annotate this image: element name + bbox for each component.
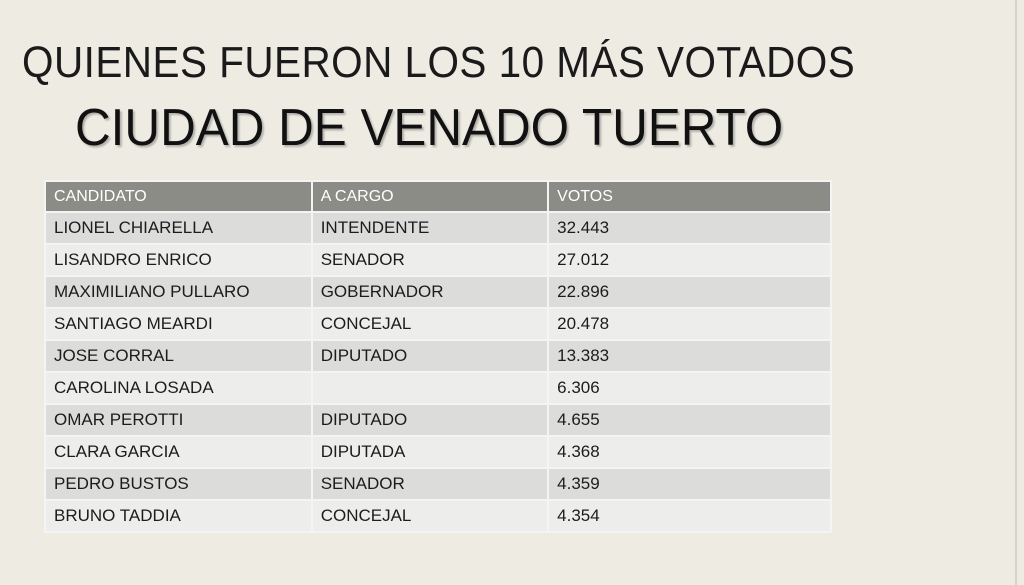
header-cargo: A CARGO	[310, 180, 550, 213]
candidate-cell: CLARA GARCIA	[44, 435, 313, 469]
slide-subtitle: CIUDAD DE VENADO TUERTO	[75, 99, 784, 157]
votes-cell: 20.478	[547, 307, 832, 341]
slide-edge	[1015, 0, 1017, 585]
cargo-cell: GOBERNADOR	[310, 275, 550, 309]
cargo-cell: CONCEJAL	[310, 307, 550, 341]
cargo-cell: SENADOR	[310, 467, 550, 501]
cargo-cell	[310, 371, 550, 405]
votes-cell: 4.655	[547, 403, 832, 437]
votes-cell: 4.354	[547, 499, 832, 533]
candidate-cell: BRUNO TADDIA	[44, 499, 313, 533]
votes-cell: 6.306	[547, 371, 832, 405]
cargo-cell: DIPUTADO	[310, 339, 550, 373]
candidate-cell: CAROLINA LOSADA	[44, 371, 313, 405]
votes-cell: 13.383	[547, 339, 832, 373]
table-row: LIONEL CHIARELLA INTENDENTE 32.443	[44, 211, 832, 245]
cargo-cell: DIPUTADA	[310, 435, 550, 469]
votes-cell: 32.443	[547, 211, 832, 245]
table-row: BRUNO TADDIA CONCEJAL 4.354	[44, 499, 832, 533]
votes-cell: 22.896	[547, 275, 832, 309]
table-row: CAROLINA LOSADA 6.306	[44, 371, 832, 405]
table-row: MAXIMILIANO PULLARO GOBERNADOR 22.896	[44, 275, 832, 309]
cargo-cell: INTENDENTE	[310, 211, 550, 245]
table-row: LISANDRO ENRICO SENADOR 27.012	[44, 243, 832, 277]
votes-cell: 27.012	[547, 243, 832, 277]
table-header-row: CANDIDATO A CARGO VOTOS	[44, 180, 832, 213]
candidate-cell: OMAR PEROTTI	[44, 403, 313, 437]
candidate-cell: JOSE CORRAL	[44, 339, 313, 373]
table-row: SANTIAGO MEARDI CONCEJAL 20.478	[44, 307, 832, 341]
table-row: JOSE CORRAL DIPUTADO 13.383	[44, 339, 832, 373]
candidate-cell: LIONEL CHIARELLA	[44, 211, 313, 245]
candidate-cell: SANTIAGO MEARDI	[44, 307, 313, 341]
candidate-cell: MAXIMILIANO PULLARO	[44, 275, 313, 309]
cargo-cell: DIPUTADO	[310, 403, 550, 437]
votes-table: CANDIDATO A CARGO VOTOS LIONEL CHIARELLA…	[44, 180, 832, 533]
table-row: PEDRO BUSTOS SENADOR 4.359	[44, 467, 832, 501]
slide-title: QUIENES FUERON LOS 10 MÁS VOTADOS	[22, 38, 856, 87]
table-row: CLARA GARCIA DIPUTADA 4.368	[44, 435, 832, 469]
header-votos: VOTOS	[547, 180, 832, 213]
cargo-cell: CONCEJAL	[310, 499, 550, 533]
cargo-cell: SENADOR	[310, 243, 550, 277]
votes-cell: 4.368	[547, 435, 832, 469]
table-row: OMAR PEROTTI DIPUTADO 4.655	[44, 403, 832, 437]
candidate-cell: PEDRO BUSTOS	[44, 467, 313, 501]
candidate-cell: LISANDRO ENRICO	[44, 243, 313, 277]
votes-cell: 4.359	[547, 467, 832, 501]
header-candidato: CANDIDATO	[44, 180, 313, 213]
